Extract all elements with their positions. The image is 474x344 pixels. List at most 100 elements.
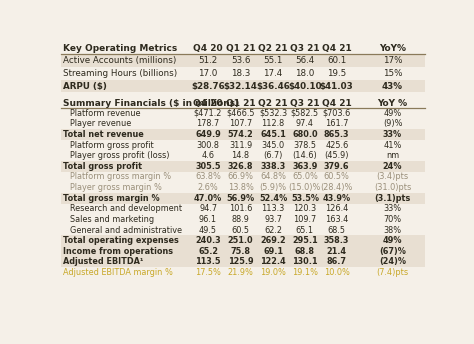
- Text: Q3 21: Q3 21: [290, 99, 320, 108]
- Text: (24)%: (24)%: [379, 257, 406, 267]
- Text: 94.7: 94.7: [199, 204, 217, 213]
- Text: 379.6: 379.6: [324, 162, 349, 171]
- Text: nm: nm: [386, 151, 399, 160]
- Text: 19.5: 19.5: [327, 69, 346, 78]
- Text: (3.4)pts: (3.4)pts: [376, 172, 409, 181]
- Text: Q4 20: Q4 20: [193, 44, 223, 53]
- Text: Q3 21: Q3 21: [290, 44, 320, 53]
- Text: 130.1: 130.1: [292, 257, 318, 267]
- Text: 49%: 49%: [383, 109, 401, 118]
- Text: 4.6: 4.6: [201, 151, 215, 160]
- Text: 865.3: 865.3: [324, 130, 349, 139]
- Text: (14.6): (14.6): [292, 151, 317, 160]
- Text: 18.0: 18.0: [295, 69, 315, 78]
- Text: 41%: 41%: [383, 141, 401, 150]
- Text: 93.7: 93.7: [264, 215, 282, 224]
- Text: 113.3: 113.3: [262, 204, 285, 213]
- Text: (15.0)%: (15.0)%: [289, 183, 321, 192]
- Text: Q4 21: Q4 21: [322, 44, 352, 53]
- Text: Player gross profit (loss): Player gross profit (loss): [70, 151, 170, 160]
- Text: Player gross margin %: Player gross margin %: [70, 183, 162, 192]
- Text: 65.2: 65.2: [198, 247, 218, 256]
- Text: 251.0: 251.0: [228, 236, 254, 245]
- Bar: [61, 161, 425, 172]
- Text: 305.5: 305.5: [195, 162, 221, 171]
- Bar: [61, 204, 425, 214]
- Text: 680.0: 680.0: [292, 130, 318, 139]
- Bar: [61, 193, 425, 204]
- Text: 107.7: 107.7: [229, 119, 252, 128]
- Text: 425.6: 425.6: [325, 141, 348, 150]
- Text: 33%: 33%: [383, 204, 401, 213]
- Text: 101.6: 101.6: [229, 204, 252, 213]
- Text: Total gross margin %: Total gross margin %: [63, 194, 160, 203]
- Text: 120.3: 120.3: [293, 204, 317, 213]
- Text: 17.0: 17.0: [198, 69, 218, 78]
- Text: General and administrative: General and administrative: [70, 226, 182, 235]
- Text: $32.14: $32.14: [224, 82, 257, 90]
- Text: 161.7: 161.7: [325, 119, 348, 128]
- Text: 62.2: 62.2: [264, 226, 282, 235]
- Text: 15%: 15%: [383, 69, 402, 78]
- Text: 14.8: 14.8: [231, 151, 250, 160]
- Text: 18.3: 18.3: [231, 69, 250, 78]
- Text: Sales and marketing: Sales and marketing: [70, 215, 154, 224]
- Text: 17%: 17%: [383, 56, 402, 65]
- Text: (5.9)%: (5.9)%: [260, 183, 287, 192]
- Text: 122.4: 122.4: [260, 257, 286, 267]
- Text: Platform gross margin %: Platform gross margin %: [70, 172, 171, 181]
- Text: 574.2: 574.2: [228, 130, 254, 139]
- Text: 65.0%: 65.0%: [292, 172, 318, 181]
- Text: 56.4: 56.4: [295, 56, 315, 65]
- Text: 75.8: 75.8: [230, 247, 251, 256]
- Text: $471.2: $471.2: [194, 109, 222, 118]
- Text: Research and development: Research and development: [70, 204, 182, 213]
- Text: Income from operations: Income from operations: [63, 247, 173, 256]
- Bar: [61, 267, 425, 278]
- Text: 56.9%: 56.9%: [227, 194, 255, 203]
- Text: (31.0)pts: (31.0)pts: [374, 183, 411, 192]
- Text: 10.0%: 10.0%: [324, 268, 350, 277]
- Text: 68.5: 68.5: [328, 226, 346, 235]
- Text: 645.1: 645.1: [260, 130, 286, 139]
- Text: 49.5: 49.5: [199, 226, 217, 235]
- Text: 378.5: 378.5: [293, 141, 317, 150]
- Text: YoY%: YoY%: [379, 44, 406, 53]
- Text: 649.9: 649.9: [195, 130, 221, 139]
- Text: (67)%: (67)%: [379, 247, 406, 256]
- Text: $36.46: $36.46: [256, 82, 290, 90]
- Text: 63.8%: 63.8%: [195, 172, 221, 181]
- Text: Player revenue: Player revenue: [70, 119, 131, 128]
- Text: 53.6: 53.6: [231, 56, 250, 65]
- Bar: [61, 54, 425, 67]
- Text: $466.5: $466.5: [227, 109, 255, 118]
- Text: Total net revenue: Total net revenue: [63, 130, 144, 139]
- Text: $41.03: $41.03: [320, 82, 354, 90]
- Text: 43%: 43%: [382, 82, 403, 90]
- Text: Total operating expenses: Total operating expenses: [63, 236, 179, 245]
- Text: 49%: 49%: [383, 236, 402, 245]
- Bar: [61, 140, 425, 150]
- Bar: [61, 235, 425, 246]
- Text: ARPU ($): ARPU ($): [63, 82, 107, 90]
- Bar: [61, 119, 425, 129]
- Text: $40.10: $40.10: [288, 82, 322, 90]
- Text: 55.1: 55.1: [264, 56, 283, 65]
- Bar: [61, 108, 425, 119]
- Text: Q4 20: Q4 20: [193, 99, 223, 108]
- Text: Platform revenue: Platform revenue: [70, 109, 141, 118]
- Text: 13.8%: 13.8%: [228, 183, 254, 192]
- Text: 126.4: 126.4: [325, 204, 348, 213]
- Text: 97.4: 97.4: [296, 119, 314, 128]
- Text: 64.8%: 64.8%: [260, 172, 286, 181]
- Bar: [61, 214, 425, 225]
- Bar: [61, 80, 425, 93]
- Text: 17.4: 17.4: [264, 69, 283, 78]
- Text: 109.7: 109.7: [293, 215, 317, 224]
- Text: Q2 21: Q2 21: [258, 99, 288, 108]
- Text: 295.1: 295.1: [292, 236, 318, 245]
- Text: 69.1: 69.1: [263, 247, 283, 256]
- Text: 60.5: 60.5: [232, 226, 250, 235]
- Text: 53.5%: 53.5%: [291, 194, 319, 203]
- Text: 363.9: 363.9: [292, 162, 318, 171]
